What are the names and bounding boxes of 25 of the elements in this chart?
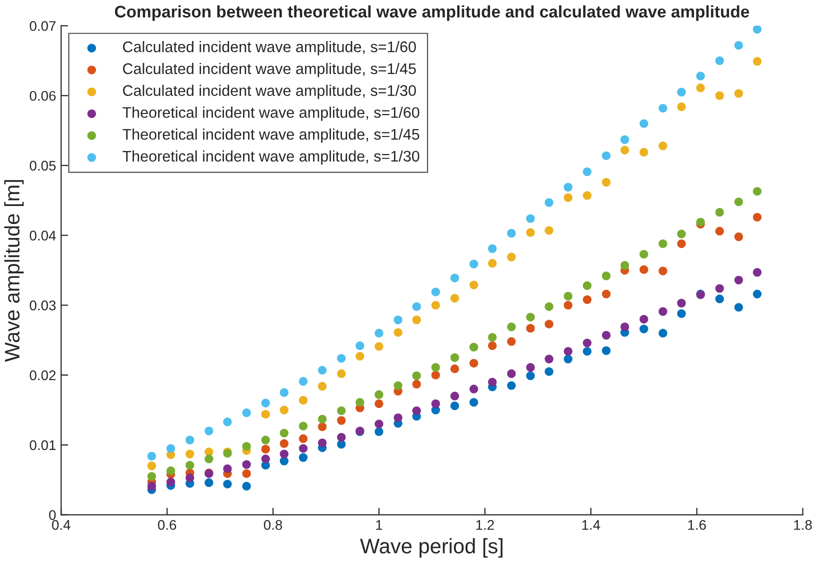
y-tick-label: 0.02 bbox=[30, 370, 56, 380]
y-tick-label: 0.01 bbox=[30, 440, 56, 450]
x-tick-label: 1.4 bbox=[582, 520, 600, 530]
x-tick-label: 0.4 bbox=[52, 520, 70, 530]
legend-label: Calculated incident wave amplitude, s=1/30 bbox=[123, 84, 416, 100]
x-tick-label: 1.2 bbox=[476, 520, 494, 530]
x-tick-label: 0.8 bbox=[264, 520, 282, 530]
y-tick-label: 0 bbox=[49, 510, 56, 520]
x-axis-title: Wave period [s] bbox=[360, 538, 502, 558]
legend-label: Theoretical incident wave amplitude, s=1/45 bbox=[122, 128, 420, 143]
y-tick-label: 0.05 bbox=[30, 160, 56, 171]
x-tick-label: 1.8 bbox=[794, 520, 812, 530]
x-tick-label: 1.6 bbox=[688, 520, 706, 530]
legend-label: Calculated incident wave amplitude, s=1/60 bbox=[123, 41, 416, 56]
y-tick-label: 0.07 bbox=[30, 21, 56, 31]
legend-label: Theoretical incident wave amplitude, s=1/30 bbox=[122, 150, 420, 165]
legend-label: Theoretical incident wave amplitude, s=1/60 bbox=[122, 106, 420, 121]
y-tick-label: 0.06 bbox=[30, 90, 56, 101]
chart-title: Comparison between theoretical wave amplitude and calculated wave amplitude bbox=[114, 5, 750, 21]
y-tick-label: 0.03 bbox=[30, 300, 56, 310]
x-tick-label: 0.6 bbox=[158, 520, 176, 530]
y-axis-title: Wave amplitude [m] bbox=[4, 180, 24, 362]
legend-label: Calculated incident wave amplitude, s=1/45 bbox=[123, 62, 416, 78]
x-tick-label: 1 bbox=[376, 520, 382, 530]
y-tick-label: 0.04 bbox=[30, 230, 56, 241]
